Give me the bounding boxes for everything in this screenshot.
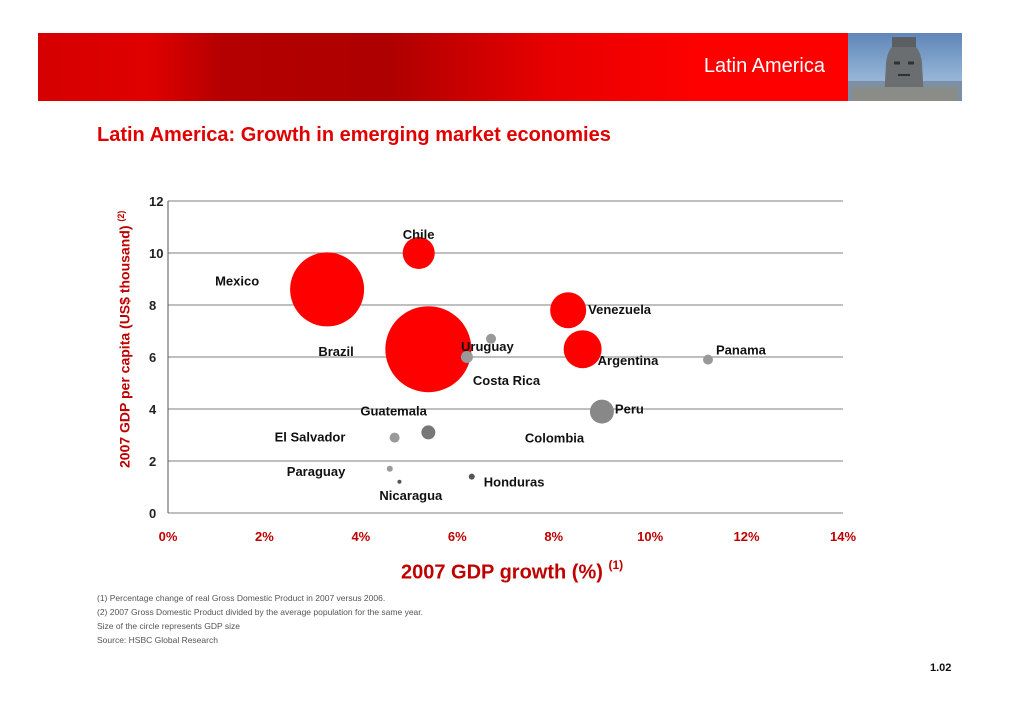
- footnote-source: Source: HSBC Global Research: [97, 635, 218, 645]
- header-banner: Latin America: [38, 33, 962, 101]
- page-number: 1.02: [930, 662, 952, 674]
- x-tick-label: 2%: [255, 529, 274, 544]
- bubble-label: Colombia: [525, 431, 585, 446]
- bubble-nicaragua: [397, 479, 402, 484]
- page-title: Latin America: Growth in emerging market…: [97, 124, 611, 146]
- x-axis-title-note: (1): [608, 558, 624, 572]
- bubble-label: El Salvador: [275, 430, 346, 445]
- bubble-label: Mexico: [215, 273, 259, 288]
- x-tick-label: 0%: [159, 529, 178, 544]
- bubble-label: Peru: [615, 402, 644, 417]
- bubble-guatemala: [421, 425, 436, 440]
- footnote-1: (1) Percentage change of real Gross Dome…: [97, 593, 386, 603]
- bubble-argentina: [563, 330, 602, 369]
- bubble-label: Guatemala: [360, 403, 427, 418]
- y-tick-label: 8: [149, 298, 156, 313]
- section-label: Latin America: [703, 55, 825, 77]
- x-tick-label: 10%: [637, 529, 663, 544]
- y-axis-title-note: (2): [116, 210, 126, 222]
- x-axis-title-text: 2007 GDP growth (%): [401, 561, 603, 584]
- bubble-label: Costa Rica: [473, 373, 541, 388]
- x-tick-label: 4%: [351, 529, 370, 544]
- bubble-label: Panama: [716, 343, 767, 358]
- x-tick-label: 8%: [544, 529, 563, 544]
- bubble-label: Argentina: [598, 353, 659, 368]
- bubble-brazil: [385, 306, 472, 393]
- y-axis-title-text: 2007 GDP per capita (US$ thousand): [116, 225, 133, 468]
- bubble-label: Nicaragua: [379, 488, 443, 503]
- bubble-chile: [402, 237, 435, 269]
- footnote-size: Size of the circle represents GDP size: [97, 621, 240, 631]
- bubble-honduras: [468, 473, 475, 480]
- y-tick-label: 0: [149, 506, 156, 521]
- statue-photo-icon: [848, 37, 962, 101]
- y-tick-label: 12: [149, 194, 163, 209]
- y-tick-label: 10: [149, 246, 163, 261]
- footnote-2: (2) 2007 Gross Domestic Product divided …: [97, 607, 424, 617]
- bubble-venezuela: [550, 292, 587, 329]
- x-tick-label: 6%: [448, 529, 467, 544]
- x-axis-title: 2007 GDP growth (%) (1): [401, 558, 624, 585]
- y-tick-label: 2: [149, 454, 156, 469]
- bubble-label: Paraguay: [287, 464, 346, 479]
- y-tick-label: 4: [149, 402, 157, 417]
- bubble-label: Honduras: [484, 475, 545, 490]
- statue-photo: [848, 33, 962, 101]
- bubble-mexico: [290, 252, 365, 327]
- bubble-el-salvador: [389, 432, 400, 443]
- y-axis-title: 2007 GDP per capita (US$ thousand) (2): [116, 211, 133, 468]
- bubble-label: Brazil: [318, 344, 353, 359]
- bubble-paraguay: [386, 465, 393, 472]
- bubble-peru: [589, 399, 614, 424]
- bubble-uruguay: [486, 333, 497, 344]
- bubble-label: Chile: [403, 227, 435, 242]
- x-tick-label: 12%: [734, 529, 760, 544]
- bubble-label: Venezuela: [588, 302, 652, 317]
- bubble-costa-rica: [460, 351, 473, 363]
- x-tick-label: 14%: [830, 529, 856, 544]
- bubble-panama: [703, 354, 713, 365]
- y-tick-label: 6: [149, 350, 156, 365]
- bubble-label: Uruguay: [461, 339, 515, 354]
